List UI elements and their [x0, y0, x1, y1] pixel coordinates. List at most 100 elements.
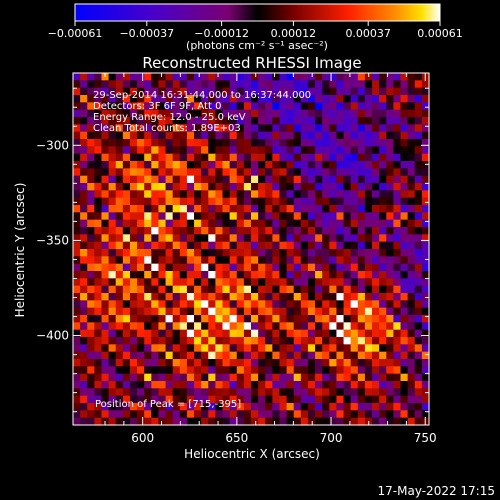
heatmap-cell	[364, 190, 373, 199]
heatmap-cell	[172, 329, 181, 338]
heatmap-cell	[393, 337, 402, 345]
heatmap-cell	[94, 102, 103, 111]
heatmap-cell	[293, 183, 302, 191]
heatmap-cell	[379, 381, 387, 389]
heatmap-cell	[372, 278, 380, 287]
heatmap-cell	[201, 285, 209, 294]
heatmap-cell	[279, 234, 288, 243]
heatmap-cell	[414, 219, 423, 228]
heatmap-cell	[122, 344, 131, 353]
heatmap-cell	[407, 373, 416, 382]
heatmap-cell	[236, 344, 245, 353]
heatmap-cell	[379, 315, 387, 323]
heatmap-cell	[329, 131, 338, 140]
heatmap-cell	[186, 234, 195, 243]
heatmap-cell	[201, 205, 209, 213]
heatmap-cell	[293, 161, 302, 169]
heatmap-cell	[315, 219, 323, 228]
heatmap-cell	[144, 73, 152, 81]
heatmap-cell	[194, 227, 202, 235]
heatmap-cell	[393, 212, 402, 221]
heatmap-cell	[179, 351, 188, 360]
heatmap-cell	[129, 197, 138, 206]
heatmap-cell	[144, 241, 152, 250]
heatmap-cell	[379, 87, 387, 96]
heatmap-cell	[258, 278, 266, 287]
heatmap-cell	[307, 344, 316, 353]
heatmap-cell	[258, 381, 266, 389]
heatmap-cell	[222, 124, 231, 133]
heatmap-cell	[300, 315, 309, 323]
heatmap-cell	[229, 234, 238, 243]
heatmap-cell	[172, 95, 181, 103]
heatmap-cell	[236, 161, 245, 169]
heatmap-cell	[144, 131, 152, 140]
heatmap-cell	[414, 227, 423, 235]
heatmap-cell	[101, 271, 110, 279]
heatmap-cell	[251, 102, 259, 111]
heatmap-cell	[343, 183, 352, 191]
heatmap-cell	[350, 300, 359, 309]
heatmap-cell	[350, 388, 359, 397]
heatmap-cell	[222, 300, 231, 309]
heatmap-cell	[87, 183, 95, 191]
heatmap-cell	[400, 278, 409, 287]
heatmap-cell	[300, 410, 309, 419]
heatmap-cell	[165, 351, 174, 360]
heatmap-cell	[272, 337, 281, 345]
heatmap-cell	[108, 322, 117, 331]
heatmap-cell	[364, 234, 373, 243]
heatmap-cell	[144, 278, 152, 287]
heatmap-cell	[151, 381, 160, 389]
heatmap-cell	[129, 249, 138, 257]
heatmap-cell	[400, 205, 409, 213]
heatmap-cell	[87, 278, 95, 287]
heatmap-cell	[350, 73, 359, 81]
heatmap-cell	[364, 351, 373, 360]
heatmap-cell	[194, 95, 202, 103]
heatmap-cell	[286, 410, 295, 419]
heatmap-cell	[194, 197, 202, 206]
heatmap-cell	[293, 315, 302, 323]
heatmap-cell	[293, 285, 302, 294]
heatmap-cell	[307, 168, 316, 177]
heatmap-cell	[336, 256, 345, 265]
heatmap-cell	[215, 366, 224, 375]
heatmap-cell	[251, 234, 259, 243]
heatmap-cell	[236, 205, 245, 213]
heatmap-cell	[179, 146, 188, 155]
heatmap-cell	[229, 183, 238, 191]
heatmap-cell	[108, 219, 117, 228]
heatmap-cell	[315, 351, 323, 360]
heatmap-cell	[179, 190, 188, 199]
heatmap-cell	[129, 241, 138, 250]
heatmap-cell	[343, 256, 352, 265]
heatmap-cell	[279, 410, 288, 419]
heatmap-cell	[393, 293, 402, 301]
heatmap-cell	[122, 161, 131, 169]
heatmap-cell	[272, 117, 281, 125]
heatmap-cell	[329, 366, 338, 375]
heatmap-cell	[279, 102, 288, 111]
heatmap-cell	[215, 395, 224, 404]
heatmap-cell	[279, 359, 288, 367]
heatmap-cell	[144, 366, 152, 375]
heatmap-cell	[215, 344, 224, 353]
heatmap-cell	[194, 161, 202, 169]
heatmap-cell	[372, 102, 380, 111]
heatmap-cell	[229, 219, 238, 228]
heatmap-cell	[336, 337, 345, 345]
heatmap-cell	[350, 417, 359, 426]
heatmap-cell	[364, 168, 373, 177]
heatmap-cell	[215, 73, 224, 81]
heatmap-cell	[336, 168, 345, 177]
heatmap-cell	[265, 234, 273, 243]
heatmap-cell	[372, 124, 380, 133]
heatmap-cell	[407, 73, 416, 81]
heatmap-cell	[272, 315, 281, 323]
heatmap-cell	[286, 175, 295, 184]
heatmap-cell	[372, 322, 380, 331]
heatmap-cell	[208, 241, 216, 250]
heatmap-cell	[222, 381, 231, 389]
heatmap-cell	[279, 124, 288, 133]
